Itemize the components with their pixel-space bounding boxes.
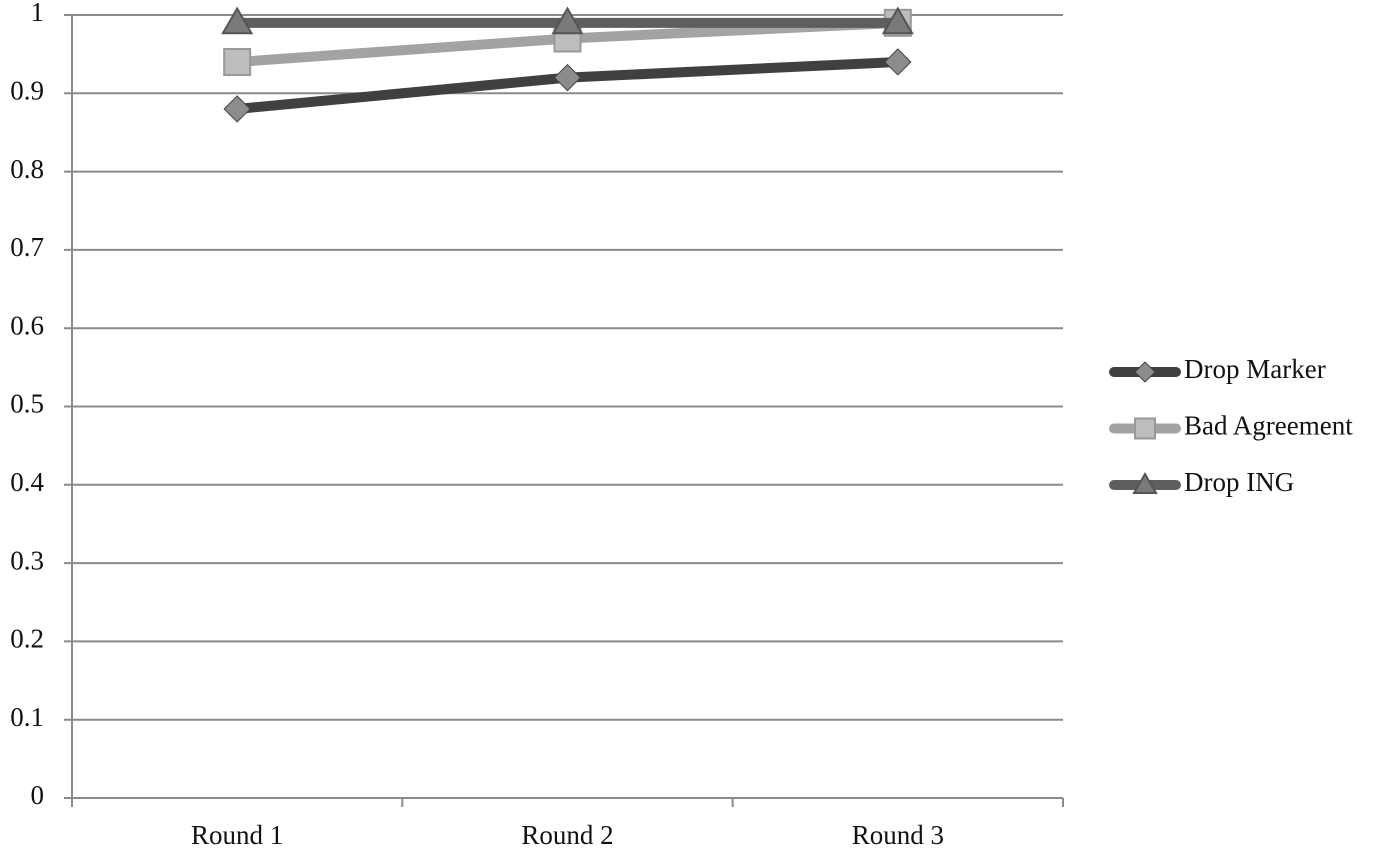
marker	[1132, 472, 1158, 494]
y-tick-label: 0	[31, 780, 45, 810]
legend-label: Bad Agreement	[1184, 411, 1353, 441]
legend-label: Drop Marker	[1184, 354, 1326, 384]
y-tick-label: 0.8	[10, 154, 44, 184]
legend-label: Drop ING	[1184, 467, 1294, 497]
x-tick-label: Round 1	[191, 820, 283, 850]
y-tick-label: 0.2	[10, 624, 44, 654]
y-tick-label: 0.1	[10, 702, 44, 732]
marker	[1134, 361, 1156, 383]
y-tick-label: 0.7	[10, 232, 44, 262]
marker	[223, 95, 251, 123]
y-tick-label: 1	[31, 0, 45, 27]
y-tick-label: 0.6	[10, 310, 44, 340]
marker	[223, 47, 252, 76]
marker	[881, 6, 914, 35]
marker	[221, 6, 254, 35]
y-tick-label: 0.5	[10, 389, 44, 419]
y-tick-label: 0.9	[10, 76, 44, 106]
marker	[1134, 417, 1156, 440]
x-tick-label: Round 3	[852, 820, 944, 850]
marker	[884, 48, 912, 76]
y-tick-label: 0.3	[10, 545, 44, 575]
y-tick-label: 0.4	[10, 467, 44, 497]
marker	[551, 6, 584, 35]
x-tick-label: Round 2	[521, 820, 613, 850]
marker	[553, 63, 582, 92]
